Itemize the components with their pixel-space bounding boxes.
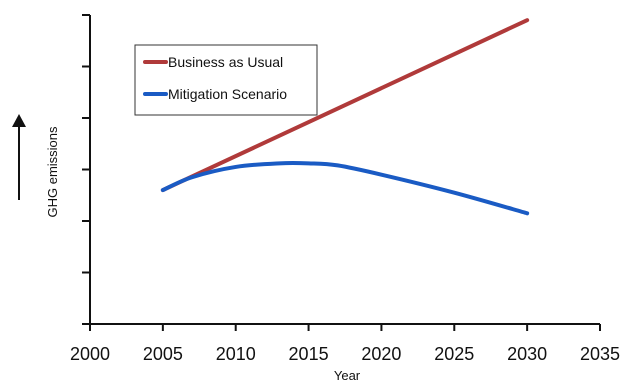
x-tick-label: 2035	[580, 344, 620, 364]
x-tick-label: 2010	[216, 344, 256, 364]
series-line-mitigation-scenario	[160, 160, 530, 216]
axes: 2000 2005 2010 2015 2020 2025 2030 2035	[70, 14, 620, 364]
x-tick-label: 2020	[361, 344, 401, 364]
x-axis-title: Year	[334, 368, 361, 383]
y-axis-title: GHG emissions	[45, 126, 60, 218]
x-tick-label: 2005	[143, 344, 183, 364]
x-tick-label: 2030	[507, 344, 547, 364]
y-axis-title-group: GHG emissions	[12, 114, 60, 218]
legend: Business as Usual Mitigation Scenario	[134, 44, 318, 116]
legend-label: Mitigation Scenario	[168, 86, 287, 102]
x-tick-label: 2000	[70, 344, 110, 364]
legend-box	[134, 44, 318, 116]
plot-area	[160, 18, 530, 216]
series-line-business-as-usual	[160, 18, 530, 193]
x-tick-label: 2025	[434, 344, 474, 364]
legend-label: Business as Usual	[168, 54, 283, 70]
y-axis-arrow-head	[12, 114, 26, 127]
x-tick-label: 2015	[289, 344, 329, 364]
